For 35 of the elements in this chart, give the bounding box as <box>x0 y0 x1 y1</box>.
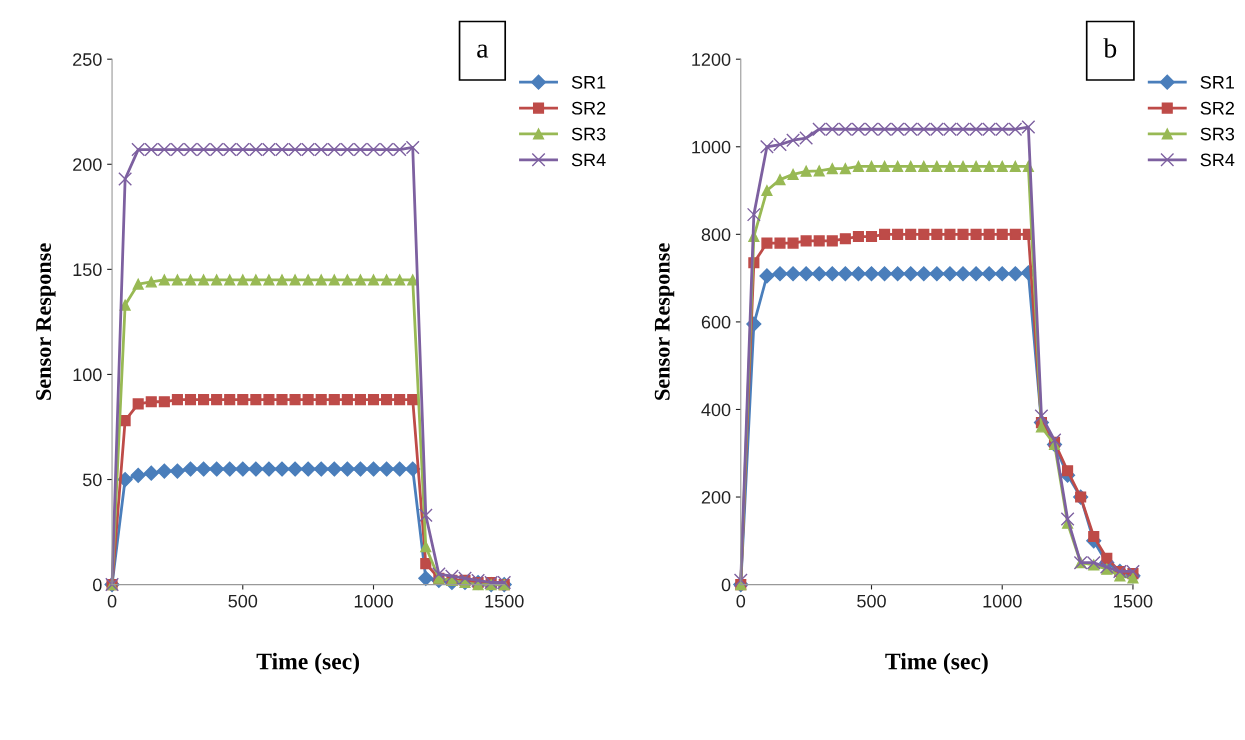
y-tick-label: 100 <box>73 368 102 382</box>
y-tick-label: 0 <box>92 578 102 592</box>
x-tick-label: 500 <box>857 594 886 608</box>
y-tick-label: 400 <box>701 403 731 417</box>
y-tick-label: 600 <box>701 315 731 329</box>
x-tick-label: 1000 <box>983 594 1022 608</box>
legend-label: SR3 <box>1200 127 1235 141</box>
x-tick-label: 1500 <box>485 594 524 608</box>
legend-label: SR4 <box>1200 153 1235 167</box>
x-axis-title: Time (sec) <box>885 652 988 675</box>
x-axis-title: Time (sec) <box>256 652 360 675</box>
y-axis-title: Sensor Response <box>36 243 56 400</box>
y-tick-label: 200 <box>701 490 731 504</box>
legend-label: SR2 <box>571 101 606 115</box>
y-tick-label: 1200 <box>692 53 731 66</box>
x-tick-label: 500 <box>228 594 258 608</box>
y-axis-title: Sensor Response <box>654 243 675 400</box>
y-tick-label: 150 <box>73 263 102 277</box>
legend-label: SR3 <box>571 127 606 141</box>
x-tick-label: 0 <box>736 594 746 608</box>
legend-label: SR1 <box>1200 75 1234 89</box>
y-tick-label: 0 <box>721 578 731 592</box>
legend-label: SR2 <box>1200 101 1234 115</box>
text: b <box>1103 38 1117 58</box>
legend-label: SR1 <box>571 75 606 89</box>
legend-label: SR4 <box>571 153 606 167</box>
y-tick-label: 800 <box>701 228 731 242</box>
y-tick-label: 50 <box>82 473 102 487</box>
x-tick-label: 1000 <box>354 594 393 608</box>
y-tick-label: 200 <box>73 158 102 171</box>
y-tick-label: 1000 <box>692 140 731 154</box>
text: a <box>477 44 489 58</box>
x-tick-label: 1500 <box>1114 594 1153 608</box>
x-tick-label: 0 <box>107 594 117 608</box>
y-tick-label: 250 <box>73 53 102 66</box>
